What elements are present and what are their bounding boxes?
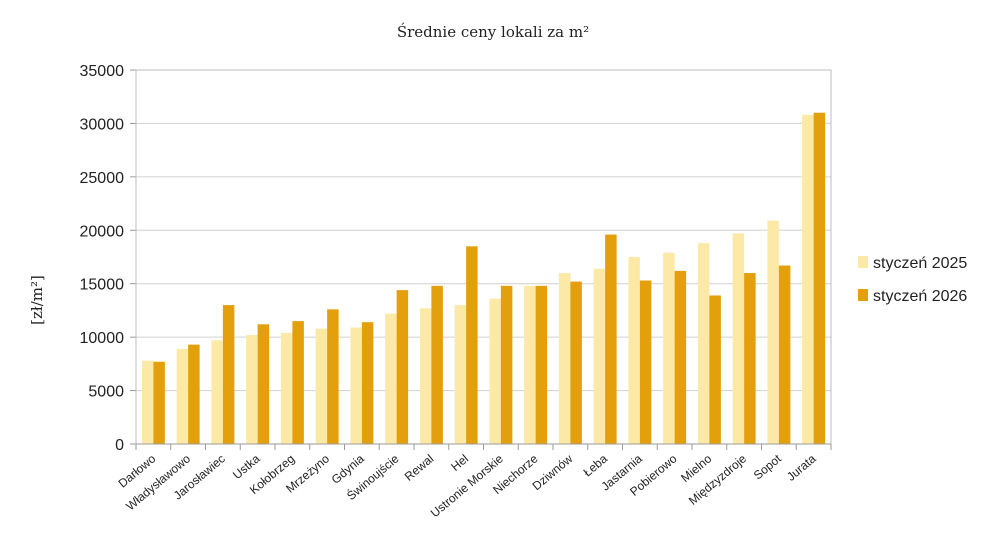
x-tick-label: Łeba xyxy=(581,451,611,479)
bar-series-1 xyxy=(628,257,640,444)
bar-series-1 xyxy=(663,252,675,444)
bar-series-2 xyxy=(535,285,548,444)
x-tick-label: Jurata xyxy=(784,451,819,483)
bar-series-2 xyxy=(639,280,652,444)
gridlines xyxy=(136,69,831,392)
bar-series-2 xyxy=(778,265,791,444)
bar-series-1 xyxy=(350,327,362,444)
legend: styczeń 2025 styczeń 2026 xyxy=(858,255,967,305)
bar-series-2 xyxy=(153,361,165,444)
bars xyxy=(141,112,826,444)
bar-series-1 xyxy=(246,335,258,444)
bar-series-1 xyxy=(141,360,154,444)
bar-series-2 xyxy=(500,285,513,444)
bar-series-1 xyxy=(558,273,571,444)
bar-series-1 xyxy=(454,305,467,444)
bar-series-2 xyxy=(431,285,443,444)
bar-series-2 xyxy=(466,246,478,444)
bar-series-1 xyxy=(385,313,397,444)
bar-series-1 xyxy=(176,348,189,444)
bar-series-1 xyxy=(419,308,432,444)
bar-series-2 xyxy=(327,309,339,444)
bar-series-1 xyxy=(767,220,779,444)
y-axis-label: [zł/m²] xyxy=(28,275,46,325)
bar-series-2 xyxy=(292,321,304,444)
y-tick-label: 10000 xyxy=(80,330,125,347)
bar-series-1 xyxy=(524,285,536,444)
bar-series-2 xyxy=(605,234,617,444)
y-tick-label: 35000 xyxy=(80,63,125,80)
axes: 05000100001500020000250003000035000Darło… xyxy=(80,63,832,520)
x-tick-label: Rewal xyxy=(402,452,437,484)
y-tick-label: 0 xyxy=(115,437,124,454)
y-tick-label: 30000 xyxy=(80,116,125,133)
bar-series-1 xyxy=(802,114,814,444)
legend-label: styczeń 2026 xyxy=(873,288,967,305)
legend-swatch xyxy=(858,289,868,301)
chart-title: Średnie ceny lokali za m² xyxy=(397,23,589,41)
bar-series-1 xyxy=(489,298,501,444)
bar-series-2 xyxy=(709,295,721,444)
bar-series-2 xyxy=(361,322,374,444)
y-tick-label: 25000 xyxy=(80,170,125,187)
bar-series-2 xyxy=(396,290,409,444)
legend-label: styczeń 2025 xyxy=(873,255,967,272)
plot-frame xyxy=(135,69,832,445)
bar-series-2 xyxy=(570,281,582,444)
bar-series-1 xyxy=(593,268,606,444)
bar-series-1 xyxy=(315,328,328,444)
y-tick-label: 5000 xyxy=(88,384,124,401)
y-tick-label: 20000 xyxy=(80,223,125,240)
x-tick-label: Hel xyxy=(448,452,471,474)
bar-series-2 xyxy=(188,344,200,444)
y-tick-label: 15000 xyxy=(80,277,125,294)
bar-series-2 xyxy=(744,273,756,444)
legend-swatch xyxy=(858,256,868,268)
x-tick-label: Sopot xyxy=(751,451,785,482)
bar-series-1 xyxy=(211,340,223,444)
bar-series-2 xyxy=(813,112,826,444)
bar-series-1 xyxy=(697,243,710,444)
bar-series-2 xyxy=(674,270,687,444)
bar-series-2 xyxy=(222,305,235,444)
bar-series-1 xyxy=(280,332,293,444)
bar-series-2 xyxy=(257,324,270,444)
bar-series-1 xyxy=(732,233,745,444)
